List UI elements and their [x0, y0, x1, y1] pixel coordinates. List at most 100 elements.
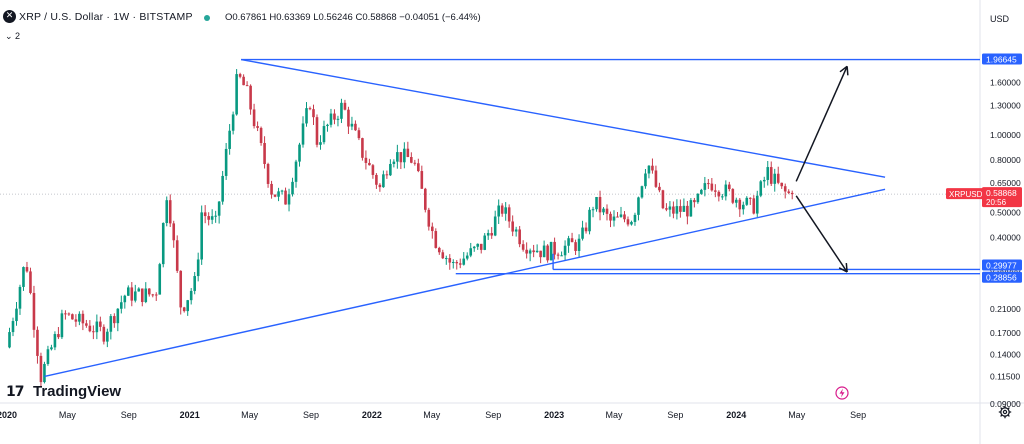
candle-body — [203, 212, 207, 217]
candle-body — [675, 206, 679, 214]
candle-body — [563, 245, 567, 256]
currency-label[interactable]: USD — [990, 14, 1010, 24]
price-tick-label: 0.80000 — [990, 155, 1021, 165]
candle-body — [329, 113, 333, 125]
candle-body — [427, 209, 431, 227]
candle-body — [207, 216, 210, 220]
candle-body — [259, 127, 263, 144]
candle-body — [787, 191, 791, 193]
candle-body — [36, 329, 39, 356]
candle-body — [609, 213, 612, 221]
candle-body — [410, 157, 413, 163]
price-tick-label: 0.40000 — [990, 232, 1021, 242]
candle-body — [354, 123, 357, 131]
candle-body — [252, 109, 256, 127]
candle-body — [172, 223, 176, 241]
candle-body — [654, 170, 658, 187]
candle-body — [619, 214, 623, 217]
candle-body — [623, 214, 626, 220]
xrp-coin-icon: ✕ — [3, 10, 16, 23]
candle-body — [85, 323, 88, 326]
candle-body — [431, 226, 434, 232]
candle-body — [88, 325, 92, 332]
candle-body — [158, 264, 162, 295]
candle-body — [658, 186, 661, 191]
candle-body — [249, 85, 252, 110]
candle-body — [368, 162, 371, 166]
time-tick-label: May — [788, 410, 806, 420]
indicators-collapse-toggle[interactable]: ⌄ 2 — [5, 31, 21, 41]
candle-body — [294, 161, 298, 182]
time-tick-label: 2020 — [0, 410, 17, 420]
candle-body — [256, 126, 259, 128]
candle-body — [728, 184, 731, 190]
time-tick-label: Sep — [667, 410, 683, 420]
candle-body — [11, 321, 15, 333]
trendline — [240, 58, 886, 178]
candle-body — [238, 74, 242, 77]
candle-body — [78, 313, 81, 322]
candle-body — [301, 123, 305, 145]
projection-arrowhead — [846, 66, 849, 76]
candle-body — [340, 102, 343, 119]
candle-body — [175, 240, 179, 271]
candle-body — [385, 174, 389, 176]
candle-body — [200, 212, 203, 260]
candle-body — [521, 244, 525, 250]
price-tick-label: 1.30000 — [990, 101, 1021, 111]
level-tag — [982, 259, 1022, 271]
candle-body — [437, 247, 441, 253]
tradingview-wordmark: TradingView — [33, 383, 122, 400]
lightning-icon[interactable] — [835, 386, 849, 400]
candle-body — [312, 109, 315, 118]
candle-body — [759, 181, 763, 196]
candle-body — [15, 308, 18, 322]
candle-body — [479, 243, 483, 250]
candle-body — [242, 76, 245, 86]
price-tick-label: 0.09000 — [990, 399, 1021, 409]
candle-body — [357, 130, 361, 139]
candle-body — [99, 321, 102, 327]
price-tick-label: 0.65000 — [990, 178, 1021, 188]
projection-arrow — [795, 195, 848, 273]
time-tick-label: 2021 — [180, 410, 200, 420]
candle-body — [50, 347, 53, 350]
candle-body — [577, 238, 581, 251]
level-tag-value: 0.29977 — [986, 260, 1017, 270]
candle-body — [375, 174, 378, 185]
candle-body — [392, 161, 396, 164]
candle-body — [731, 189, 735, 203]
candle-body — [29, 271, 32, 293]
candle-body — [60, 313, 64, 338]
candle-body — [504, 207, 507, 214]
candle-body — [717, 191, 721, 197]
price-tick-label: 0.14000 — [990, 349, 1021, 359]
candle-body — [462, 258, 466, 265]
time-tick-label: 2022 — [362, 410, 382, 420]
candle-body — [735, 199, 738, 203]
candle-body — [18, 286, 22, 309]
candle-body — [53, 334, 57, 348]
candle-body — [224, 148, 228, 176]
candle-body — [714, 190, 717, 192]
symbol-title[interactable]: XRP / U.S. Dollar · 1W · BITSTAMP — [19, 11, 193, 23]
candle-body — [231, 114, 235, 131]
candle-body — [686, 205, 689, 217]
candle-body — [333, 113, 336, 120]
candle-body — [413, 162, 417, 164]
candle-body — [766, 167, 770, 180]
candle-body — [738, 199, 742, 210]
candle-body — [444, 258, 448, 260]
projection-arrowhead — [845, 262, 848, 273]
candle-body — [598, 196, 602, 213]
candle-body — [71, 314, 74, 320]
candle-body — [458, 263, 462, 265]
candle-body — [584, 227, 588, 232]
candle-body — [245, 85, 249, 87]
candle-body — [25, 267, 29, 272]
gear-icon[interactable] — [998, 405, 1012, 419]
candle-body — [511, 221, 514, 232]
time-tick-label: May — [605, 410, 623, 420]
candle-body — [745, 197, 749, 205]
